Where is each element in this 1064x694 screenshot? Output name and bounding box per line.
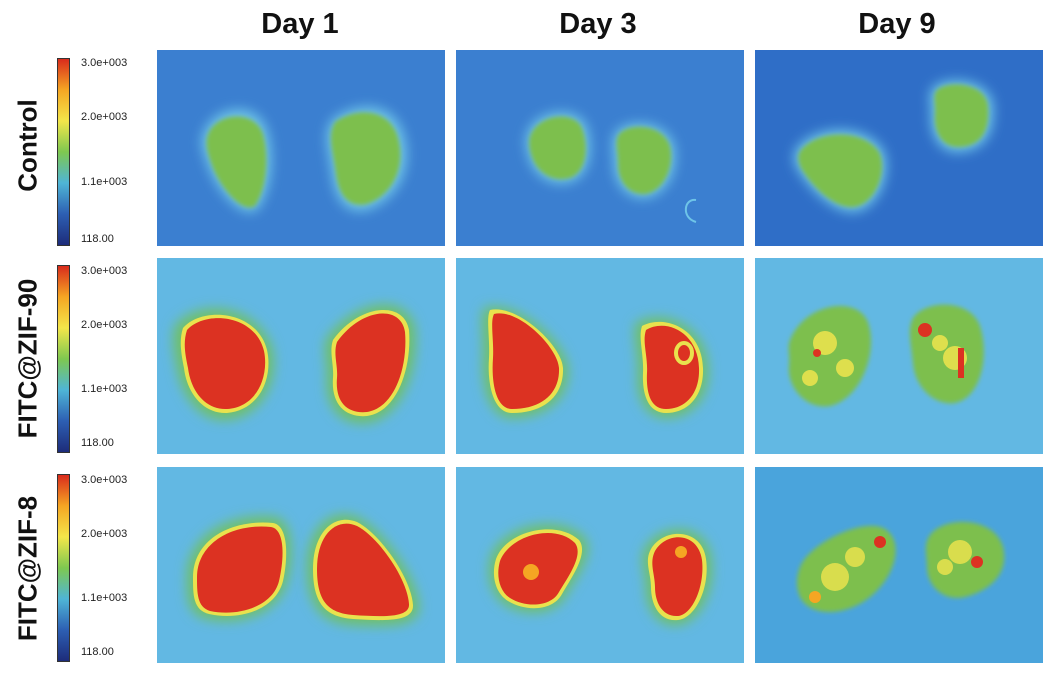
colorbar-tick-min: 118.00: [81, 646, 114, 658]
image-zif8-day9: [755, 467, 1043, 663]
colorbar-gradient: [57, 474, 70, 662]
colorbar-tick-3: 1.1e+003: [81, 383, 128, 395]
image-zif90-day3: [456, 258, 744, 454]
colorbar-control: 3.0e+003 2.0e+003 1.1e+003 118.00: [57, 57, 130, 246]
colorbar-tick-3: 1.1e+003: [81, 176, 128, 188]
image-zif8-day3: [456, 467, 744, 663]
colorbar-tick-2: 2.0e+003: [81, 319, 128, 331]
colorbar-tick-3: 1.1e+003: [81, 592, 128, 604]
colorbar-tick-min: 118.00: [81, 233, 114, 245]
image-control-day9: [755, 50, 1043, 246]
colorbar-gradient: [57, 265, 70, 453]
image-zif90-day1: [157, 258, 445, 454]
colorbar-tick-max: 3.0e+003: [81, 265, 128, 277]
colorbar-tick-2: 2.0e+003: [81, 528, 128, 540]
colorbar-tick-max: 3.0e+003: [81, 474, 128, 486]
row-label-fitc-zif90: FITC@ZIF-90: [12, 278, 43, 439]
image-zif8-day1: [157, 467, 445, 663]
column-header-day3: Day 3: [559, 8, 637, 40]
row-label-fitc-zif8: FITC@ZIF-8: [12, 495, 43, 642]
row-label-control: Control: [12, 99, 43, 192]
colorbar-gradient: [57, 58, 70, 246]
image-zif90-day9: [755, 258, 1043, 454]
colorbar-tick-max: 3.0e+003: [81, 57, 128, 69]
column-header-day1: Day 1: [261, 8, 339, 40]
image-control-day1: [157, 50, 445, 246]
colorbar-zif8: 3.0e+003 2.0e+003 1.1e+003 118.00: [57, 474, 130, 662]
column-header-day9: Day 9: [858, 8, 936, 40]
colorbar-tick-min: 118.00: [81, 437, 114, 449]
image-control-day3: [456, 50, 744, 246]
colorbar-tick-2: 2.0e+003: [81, 111, 128, 123]
colorbar-zif90: 3.0e+003 2.0e+003 1.1e+003 118.00: [57, 265, 130, 453]
